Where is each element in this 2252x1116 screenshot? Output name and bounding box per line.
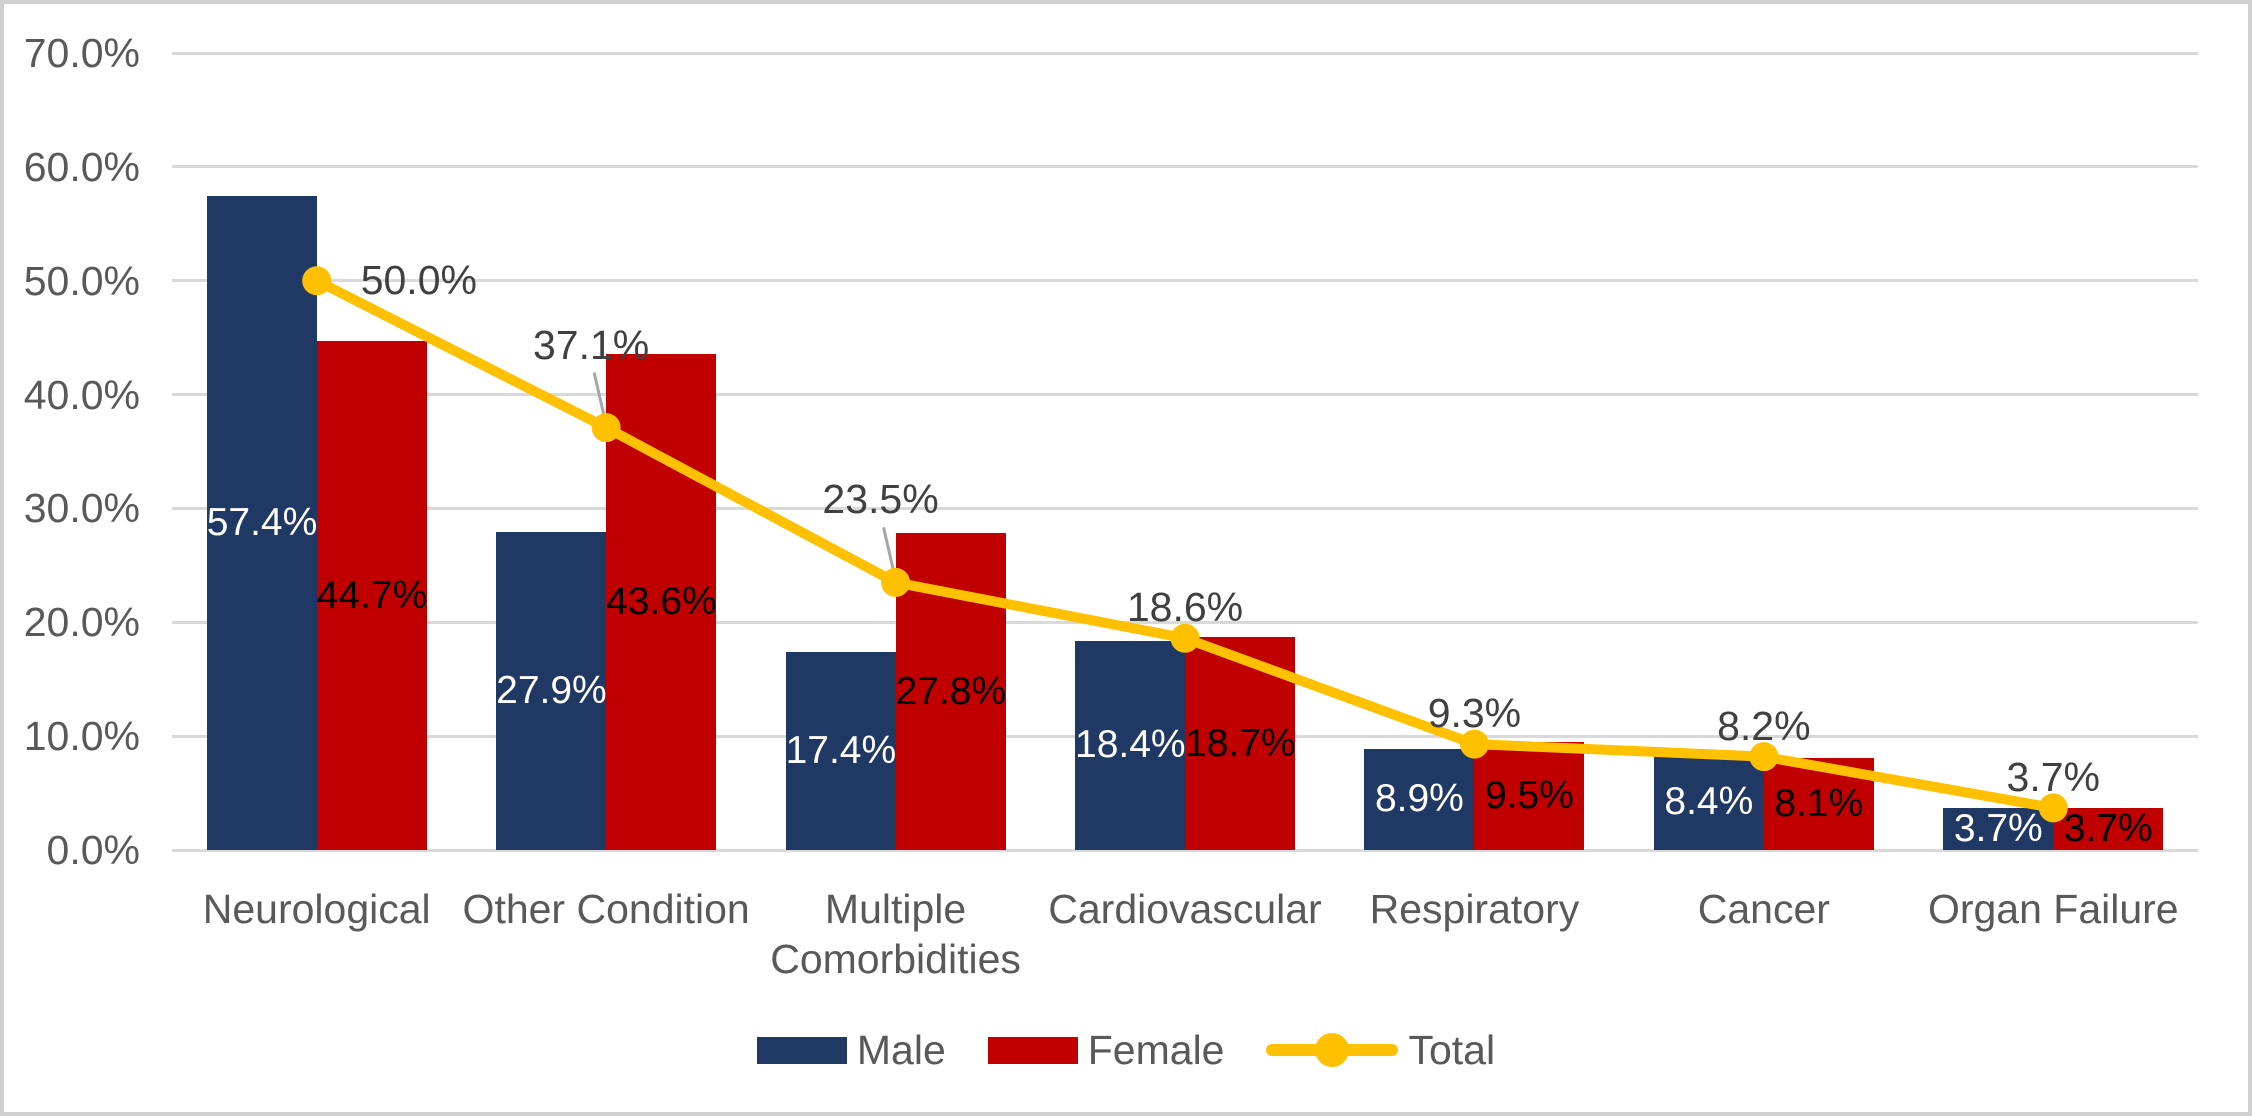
x-axis-category-label-neurological: Neurological <box>202 886 431 932</box>
bar-label-female-multiple-comorbidities: 27.8% <box>895 669 1007 713</box>
x-axis-category-label-cardiovascular: Cardiovascular <box>1048 886 1322 932</box>
bar-label-male-organ-failure: 3.7% <box>1953 806 2043 850</box>
total-data-label-other-condition: 37.1% <box>533 321 650 368</box>
legend-item-male: Male <box>756 1024 946 1076</box>
bar-male-neurological <box>206 196 317 850</box>
legend-label-male: Male <box>856 1027 946 1073</box>
data-label-leader-line <box>882 527 897 576</box>
legend-swatch-female <box>987 1036 1078 1064</box>
y-axis-tick-label: 20.0% <box>23 599 140 646</box>
gridline-70 <box>172 51 2198 55</box>
total-data-label-cardiovascular: 18.6% <box>1126 584 1244 631</box>
bar-label-male-respiratory: 8.9% <box>1374 777 1464 821</box>
legend-item-total: Total <box>1266 1024 1495 1076</box>
legend-marker-dot <box>1315 1033 1350 1067</box>
gridline-0 <box>172 848 2198 852</box>
bar-label-male-other-condition: 27.9% <box>496 669 607 713</box>
bar-label-male-multiple-comorbidities: 17.4% <box>785 728 897 772</box>
total-data-label-multiple-comorbidities: 23.5% <box>822 476 939 523</box>
gridline-30 <box>172 506 2198 510</box>
y-axis-tick-label: 70.0% <box>23 30 140 76</box>
gridline-40 <box>172 393 2198 397</box>
total-data-label-organ-failure: 3.7% <box>2006 753 2100 800</box>
x-axis-category-label-respiratory: Respiratory <box>1369 886 1580 932</box>
x-axis-category-label-multiple-comorbidities: Multiple Comorbidities <box>770 886 1021 982</box>
legend-line-marker-icon <box>1266 1032 1399 1068</box>
total-data-label-neurological: 50.0% <box>360 256 477 303</box>
total-data-label-cancer: 8.2% <box>1717 702 1811 749</box>
legend-label-female: Female <box>1087 1027 1225 1073</box>
total-data-label-respiratory: 9.3% <box>1427 690 1522 737</box>
bar-label-female-respiratory: 9.5% <box>1484 773 1574 817</box>
bar-female-organ-failure <box>2053 807 2164 850</box>
y-axis-tick-label: 10.0% <box>23 713 140 760</box>
data-label-leader-line <box>592 372 607 421</box>
y-axis-tick-label: 40.0% <box>23 371 140 418</box>
bar-male-organ-failure <box>1943 807 2054 850</box>
bar-label-male-neurological: 57.4% <box>206 501 318 545</box>
chart-legend: Male Female Total <box>0 1024 2252 1076</box>
bar-label-female-cardiovascular: 18.7% <box>1185 721 1296 765</box>
legend-item-female: Female <box>987 1024 1225 1076</box>
y-axis-tick-label: 0.0% <box>46 827 140 873</box>
bar-label-female-neurological: 44.7% <box>316 573 428 617</box>
y-axis-tick-label: 60.0% <box>23 143 140 190</box>
bar-label-female-other-condition: 43.6% <box>606 579 717 623</box>
bar-label-female-organ-failure: 3.7% <box>2063 806 2153 850</box>
x-axis-category-label-organ-failure: Organ Failure <box>1927 886 2179 932</box>
y-axis-tick-label: 30.0% <box>23 485 140 532</box>
bar-label-female-cancer: 8.1% <box>1774 781 1864 825</box>
y-axis-tick-label: 50.0% <box>23 257 140 304</box>
x-axis-category-label-cancer: Cancer <box>1697 886 1830 932</box>
legend-swatch-male <box>756 1036 847 1064</box>
x-axis-category-label-other-condition: Other Condition <box>462 886 750 932</box>
gridline-60 <box>172 165 2198 169</box>
bar-label-male-cardiovascular: 18.4% <box>1075 723 1186 767</box>
bar-label-male-cancer: 8.4% <box>1664 780 1754 824</box>
legend-label-total: Total <box>1408 1027 1496 1073</box>
